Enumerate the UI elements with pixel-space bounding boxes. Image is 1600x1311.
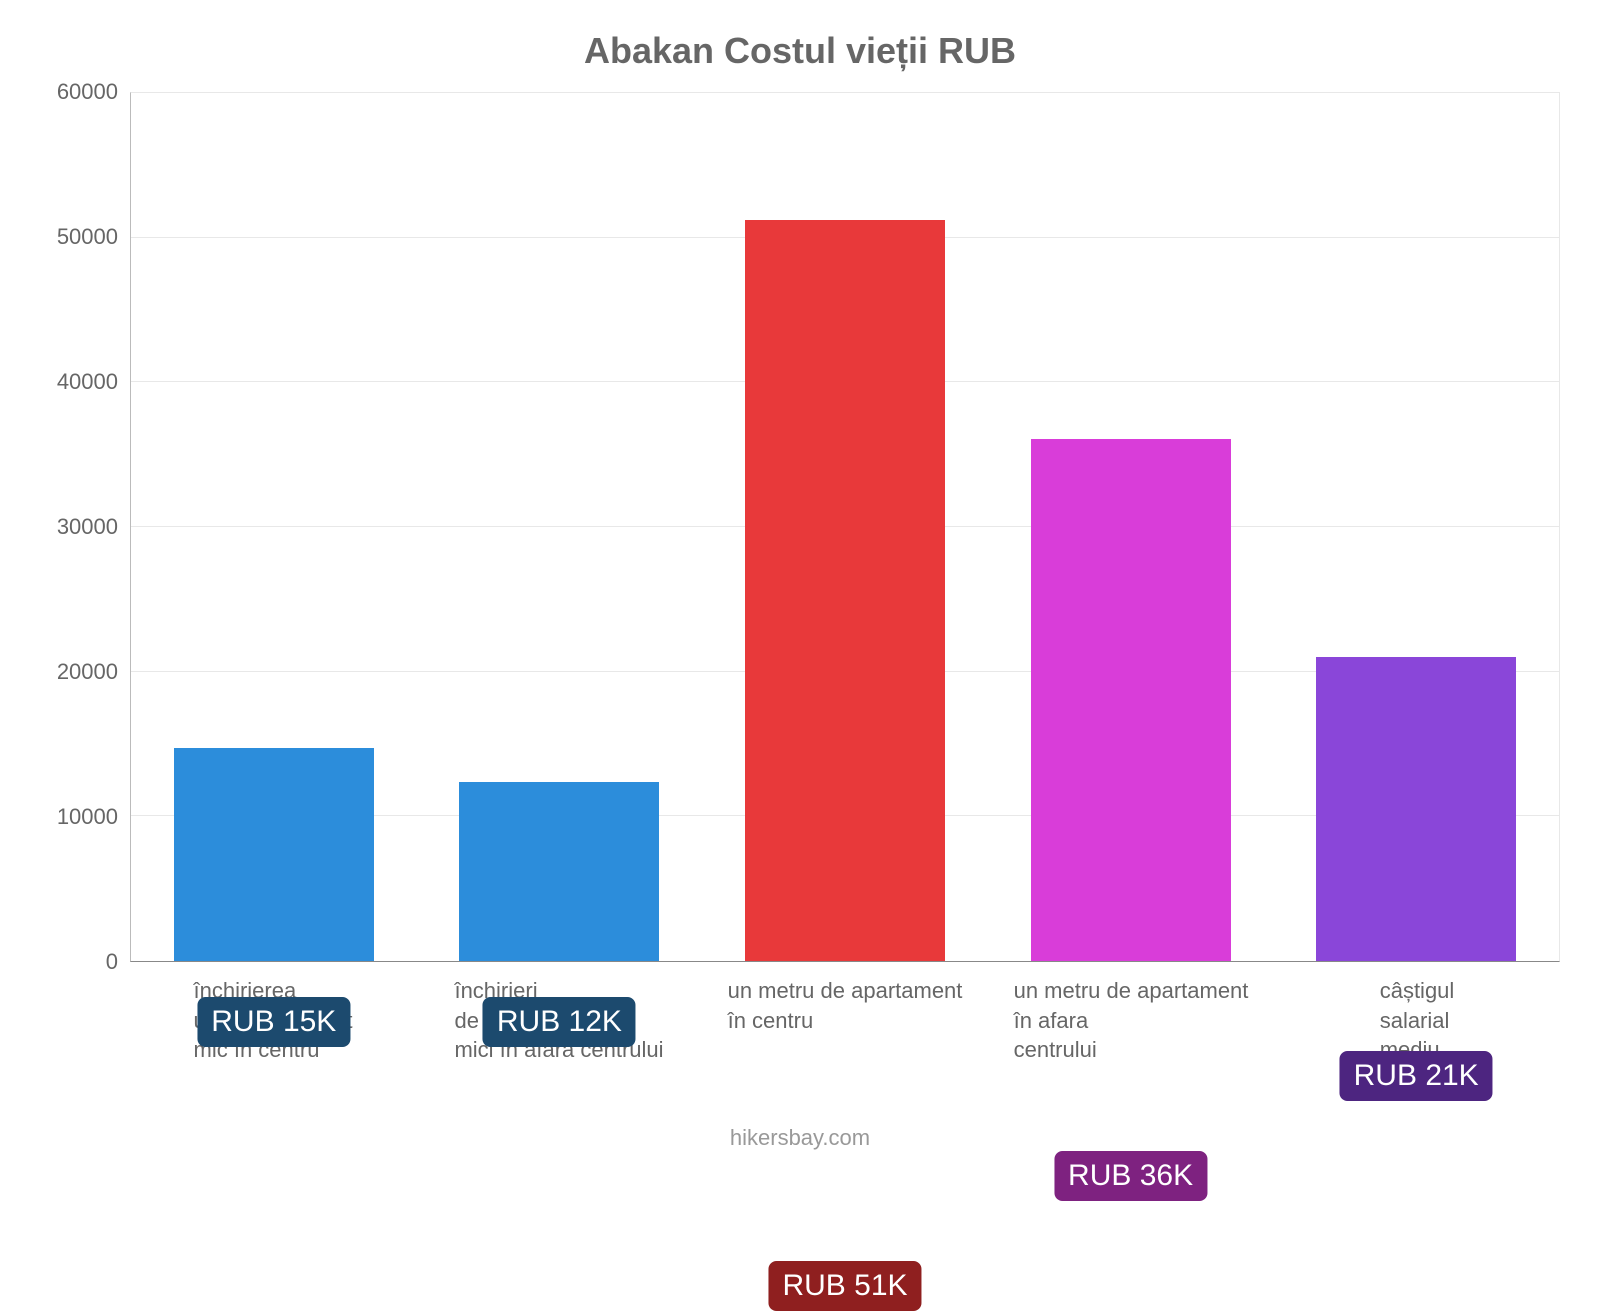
bar-value-label: RUB 12K (483, 997, 636, 1047)
bar-slot: RUB 21K (1273, 93, 1559, 961)
bar-value-label: RUB 15K (197, 997, 350, 1047)
y-tick-label: 20000 (57, 659, 118, 685)
plot-wrap: 0100002000030000400005000060000 RUB 15KR… (40, 92, 1560, 962)
x-category-label: un metru de apartament în afara centrulu… (1014, 976, 1249, 1065)
x-label-slot: un metru de apartament în afara centrulu… (988, 976, 1274, 1065)
chart-container: Abakan Costul vieții RUB 0 10000 20000 3000… (0, 0, 1600, 1200)
bar: RUB 15K (174, 748, 374, 961)
y-tick-label: 40000 (57, 369, 118, 395)
bar-value-label: RUB 51K (768, 1261, 921, 1311)
chart-footer: hikersbay.com (40, 1125, 1560, 1151)
chart-title: Abakan Costul vieții RUB (40, 30, 1560, 72)
x-category-label: un metru de apartament în centru (728, 976, 963, 1065)
bar-slot: RUB 36K (988, 93, 1274, 961)
plot-area: RUB 15K RUB 12K RUB 51K RUB 36K RUB 21K (130, 92, 1560, 962)
bar-slot: RUB 15K (131, 93, 417, 961)
bar-slot: RUB 12K (417, 93, 703, 961)
bar: RUB 51K (745, 220, 945, 961)
y-tick-label: 30000 (57, 514, 118, 540)
bar: RUB 12K (459, 782, 659, 961)
bar-value-label: RUB 36K (1054, 1151, 1207, 1201)
bar: RUB 36K (1031, 439, 1231, 961)
y-tick-label: 0 (106, 949, 118, 975)
x-label-slot: un metru de apartament în centru (702, 976, 988, 1065)
bar-value-label: RUB 21K (1340, 1051, 1493, 1101)
y-tick-label: 10000 (57, 804, 118, 830)
bars-container: RUB 15K RUB 12K RUB 51K RUB 36K RUB 21K (131, 93, 1559, 961)
y-tick-label: 50000 (57, 224, 118, 250)
y-axis: 0100002000030000400005000060000 (40, 92, 130, 962)
bar-slot: RUB 51K (702, 93, 988, 961)
bar: RUB 21K (1316, 657, 1516, 961)
y-tick-label: 60000 (57, 79, 118, 105)
